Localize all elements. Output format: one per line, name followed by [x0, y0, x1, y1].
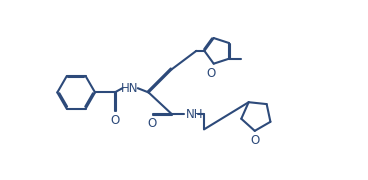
Text: O: O: [250, 134, 259, 147]
Text: O: O: [110, 114, 119, 127]
Text: O: O: [148, 117, 157, 130]
Text: HN: HN: [121, 82, 139, 95]
Text: O: O: [207, 67, 216, 80]
Text: NH: NH: [185, 107, 203, 120]
